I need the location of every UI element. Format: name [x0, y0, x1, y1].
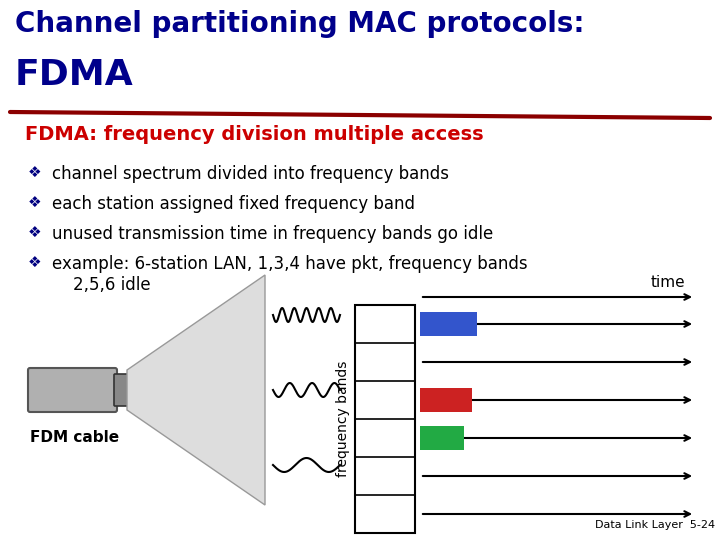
Text: frequency bands: frequency bands — [336, 361, 350, 477]
Text: channel spectrum divided into frequency bands: channel spectrum divided into frequency … — [52, 165, 449, 183]
FancyBboxPatch shape — [28, 368, 117, 412]
Text: ❖: ❖ — [28, 255, 42, 270]
Bar — [420, 312, 477, 336]
Text: FDM cable: FDM cable — [30, 430, 119, 445]
Text: each station assigned fixed frequency band: each station assigned fixed frequency ba… — [52, 195, 415, 213]
Bar — [420, 388, 472, 413]
Text: ❖: ❖ — [28, 225, 42, 240]
FancyBboxPatch shape — [114, 374, 128, 406]
Bar — [420, 426, 464, 450]
Text: unused transmission time in frequency bands go idle: unused transmission time in frequency ba… — [52, 225, 493, 243]
Text: FDMA: FDMA — [15, 58, 134, 92]
Text: example: 6-station LAN, 1,3,4 have pkt, frequency bands
    2,5,6 idle: example: 6-station LAN, 1,3,4 have pkt, … — [52, 255, 528, 294]
Text: time: time — [650, 275, 685, 290]
Text: FDMA: frequency division multiple access: FDMA: frequency division multiple access — [25, 125, 484, 144]
Text: ❖: ❖ — [28, 165, 42, 180]
Polygon shape — [127, 275, 265, 505]
Text: ❖: ❖ — [28, 195, 42, 210]
Text: Data Link Layer  5-24: Data Link Layer 5-24 — [595, 520, 715, 530]
Bar — [355, 305, 415, 533]
Text: Channel partitioning MAC protocols:: Channel partitioning MAC protocols: — [15, 10, 585, 38]
